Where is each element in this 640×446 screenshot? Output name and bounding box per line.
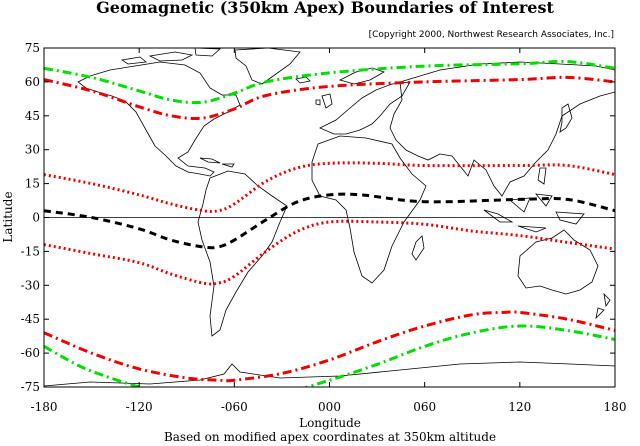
boundary-line-south-outer	[44, 324, 615, 387]
x-axis-label: Longitude	[299, 416, 361, 430]
boundary-line-north-outer	[44, 59, 615, 105]
asia-coast	[389, 61, 615, 197]
antarctica-coast	[44, 361, 615, 387]
y-tick-label: -30	[21, 278, 40, 292]
arctic-islands-coast	[120, 48, 222, 65]
iceland-coast	[295, 76, 311, 84]
boundary-line-equator-mag	[44, 192, 615, 250]
copyright-notice: [Copyright 2000, Northwest Research Asso…	[369, 30, 614, 40]
x-tick-label: 060	[413, 400, 436, 414]
x-tick-label: -120	[126, 400, 153, 414]
y-tick-label: 45	[25, 109, 40, 123]
y-tick-label: 75	[25, 41, 40, 55]
x-tick-label: -180	[31, 400, 58, 414]
boundary-line-north-low	[44, 161, 615, 214]
y-tick-label: -45	[21, 312, 40, 326]
y-tick-label: -75	[21, 380, 40, 394]
north-america-coast	[77, 61, 241, 177]
australia-coast	[517, 229, 599, 295]
africa-coast	[311, 135, 427, 284]
boundary-line-south-inner	[44, 310, 615, 383]
x-tick-label: -060	[221, 400, 248, 414]
x-tick-label: 180	[604, 400, 627, 414]
y-tick-label: -15	[21, 244, 40, 258]
y-tick-label: 15	[25, 177, 40, 191]
x-tick-label: 000	[318, 400, 341, 414]
y-tick-label: 30	[25, 143, 40, 157]
axis-ticks: -180 -120 -060 000 060 120 180 75 60 45 30 15 0 -15 -3…	[21, 41, 627, 414]
figure-caption: Based on modified apex coordinates at 35…	[164, 430, 496, 444]
europe-coast	[319, 67, 411, 135]
madagascar-coast	[411, 235, 425, 261]
boundary-line-north-inner	[44, 75, 615, 120]
new-zealand-coast	[595, 292, 611, 320]
chart-title: Geomagnetic (350km Apex) Boundaries of I…	[96, 0, 554, 17]
caribbean-coast	[199, 157, 235, 168]
x-tick-label: 120	[508, 400, 531, 414]
indonesia-coast	[483, 167, 585, 233]
greenland-coast	[234, 48, 301, 85]
british-isles-coast	[315, 93, 333, 109]
y-axis-label: Latitude	[1, 191, 15, 242]
y-tick-label: -60	[21, 346, 40, 360]
y-tick-label: 60	[25, 75, 40, 89]
boundary-line-south-low	[44, 219, 615, 286]
japan-coast	[559, 103, 573, 133]
coastline-map	[44, 48, 615, 387]
y-tick-label: 0	[32, 211, 40, 225]
boundary-lines	[44, 59, 615, 387]
south-america-coast	[197, 170, 288, 337]
